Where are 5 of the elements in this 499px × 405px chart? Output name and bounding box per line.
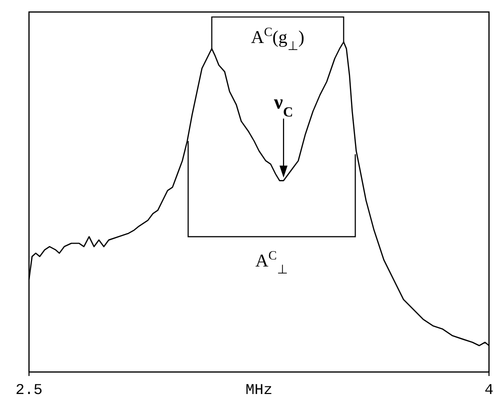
annotation: A$^{C}$(g$_{⊥}$) — [251, 25, 304, 53]
x-tick-label: 2.5 — [15, 382, 43, 399]
x-tick-label: 4 — [484, 382, 494, 399]
x-axis-title: MHz — [245, 382, 273, 399]
annotation: ν$_{C}$ — [273, 92, 294, 120]
